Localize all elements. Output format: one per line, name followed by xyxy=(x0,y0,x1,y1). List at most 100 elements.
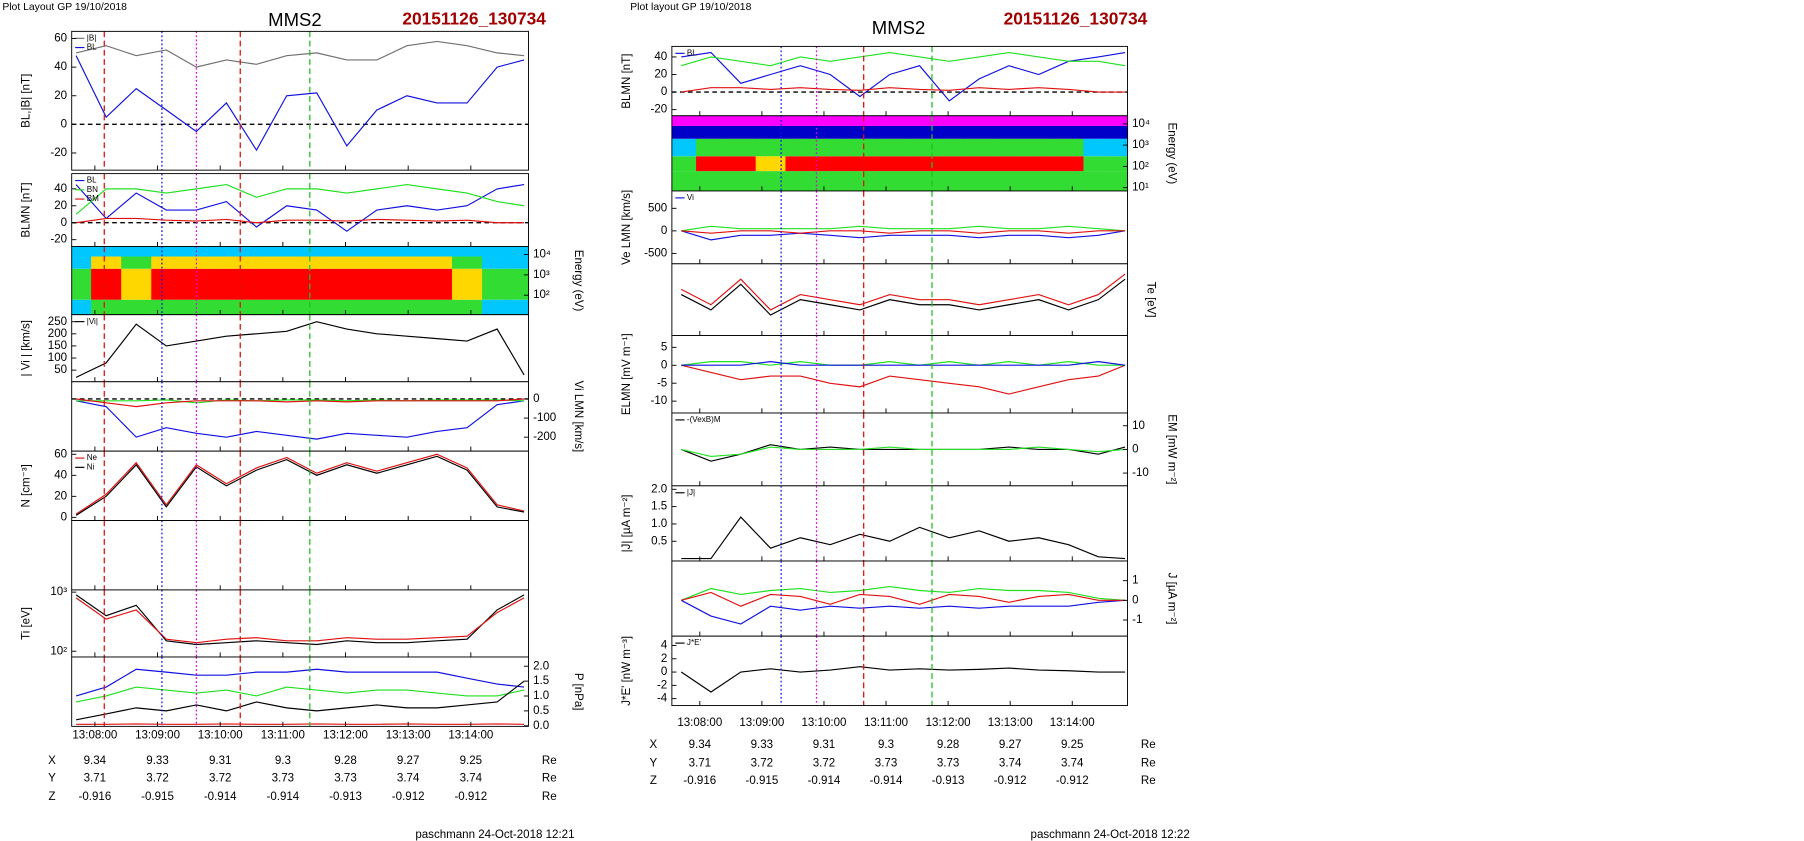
y-axis-label: Ve LMN [km/s] xyxy=(621,190,633,265)
ephemeris-value: 3.73 xyxy=(334,772,356,784)
spectrogram-cell xyxy=(241,256,273,269)
spectrogram-cell xyxy=(845,156,876,172)
ephemeris-label: Z xyxy=(49,791,56,803)
ephemeris-label: Y xyxy=(48,772,56,784)
spectrogram-cell xyxy=(91,268,122,286)
y-tick-label: -100 xyxy=(533,412,556,424)
spectrogram-cell xyxy=(1023,115,1055,126)
spectrogram-cell xyxy=(934,115,965,126)
spectrogram-cell xyxy=(121,285,152,300)
spectrogram-cell xyxy=(391,299,423,315)
spectrogram-cell xyxy=(755,138,787,157)
y-tick-label: 150 xyxy=(48,340,67,352)
data-line xyxy=(681,591,1126,607)
y-tick-label: -20 xyxy=(50,234,67,246)
panel-background xyxy=(671,263,1128,336)
spectrogram-cell xyxy=(331,299,363,315)
spectrogram-cell xyxy=(91,285,122,300)
spectrogram-cell xyxy=(452,268,483,286)
spectrogram-cell xyxy=(696,115,727,126)
spectrogram-cell xyxy=(904,125,936,139)
spectrogram-cell xyxy=(271,299,303,315)
y-tick-label: 10³ xyxy=(533,269,550,281)
y-tick-label: 1.5 xyxy=(533,675,549,687)
spectrogram-cell xyxy=(845,125,876,139)
data-line xyxy=(681,225,1126,232)
spectrogram-cell xyxy=(421,256,453,269)
spectrogram-cell xyxy=(1111,171,1129,191)
ephemeris-value: 9.27 xyxy=(999,739,1021,751)
spectrogram-cell xyxy=(151,256,182,269)
y-tick-label: 10² xyxy=(50,645,67,657)
y-tick-label: 60 xyxy=(54,33,67,45)
y-tick-label: -5 xyxy=(657,377,667,389)
ephemeris-unit: Re xyxy=(1141,775,1156,787)
data-line xyxy=(75,400,525,440)
ephemeris-value: 9.27 xyxy=(397,755,419,767)
ephemeris-value: -0.912 xyxy=(454,791,487,803)
y-tick-label: 40 xyxy=(654,51,667,63)
y-tick-label: -20 xyxy=(651,104,668,116)
ephemeris-value: 3.73 xyxy=(937,757,959,769)
ephemeris-value: -0.912 xyxy=(994,775,1027,787)
ephemeris-value: 9.25 xyxy=(1061,739,1083,751)
ephemeris-unit: Re xyxy=(1141,757,1156,769)
spectrogram-cell xyxy=(421,285,453,300)
spectrogram-cell xyxy=(1053,156,1085,172)
figure-title: MMS2 xyxy=(872,17,925,38)
spectrogram-cell xyxy=(121,268,152,286)
spectrogram-cell xyxy=(121,299,152,315)
ephemeris-value: 9.3 xyxy=(275,755,291,767)
x-tick-label: 13:12:00 xyxy=(323,730,368,742)
spectrogram-cell xyxy=(874,156,906,172)
panel-background xyxy=(671,485,1128,562)
spectrogram-cell xyxy=(874,138,906,157)
panel-background xyxy=(671,46,1128,116)
spectrogram-cell xyxy=(241,268,273,286)
data-line xyxy=(75,40,525,68)
y-tick-label: 10² xyxy=(1132,160,1149,172)
spectrogram-cell xyxy=(964,125,995,139)
y-tick-label: 1.5 xyxy=(651,501,667,513)
ephemeris-value: 9.3 xyxy=(878,739,894,751)
y-tick-label: 20 xyxy=(54,90,67,102)
y-axis-label: N [cm⁻³] xyxy=(21,464,33,507)
spectrogram-cell xyxy=(1111,115,1129,126)
ephemeris-value: -0.915 xyxy=(141,791,174,803)
data-line xyxy=(75,184,525,232)
spectrogram-cell xyxy=(271,246,303,257)
spectrogram-cell xyxy=(815,115,846,126)
spectrogram-cell xyxy=(271,256,303,269)
spectrogram-cell xyxy=(815,138,846,157)
y-tick-label: -2 xyxy=(657,679,667,691)
footer: paschmann 24-Oct-2018 12:22 xyxy=(1031,829,1190,841)
x-tick-label: 13:13:00 xyxy=(988,717,1033,729)
ephemeris-label: X xyxy=(650,739,658,751)
spectrogram-cell xyxy=(964,138,995,157)
spectrogram-cell xyxy=(1023,171,1055,191)
spectrogram-cell xyxy=(785,138,816,157)
spectrogram-cell xyxy=(482,285,512,300)
spectrogram-cell xyxy=(1053,115,1085,126)
y-tick-label: 2.0 xyxy=(533,660,549,672)
spectrogram-cell xyxy=(845,171,876,191)
spectrogram-cell xyxy=(964,171,995,191)
y-axis-label: J [µA m⁻²] xyxy=(1165,573,1177,625)
spectrogram-cell xyxy=(845,115,876,126)
spectrogram-cell xyxy=(181,256,213,269)
ephemeris-value: 3.72 xyxy=(813,757,835,769)
spectrogram-cell xyxy=(725,138,757,157)
y-tick-label: -10 xyxy=(1132,467,1149,479)
y-axis-label: Vi LMN [km/s] xyxy=(572,381,584,453)
data-line xyxy=(681,230,1126,234)
spectrogram-cell xyxy=(696,171,727,191)
ephemeris-value: -0.916 xyxy=(79,791,112,803)
ephemeris-value: -0.912 xyxy=(1056,775,1089,787)
y-axis-label: Energy (eV) xyxy=(572,250,584,312)
spectrogram-cell xyxy=(725,171,757,191)
ephemeris-value: -0.916 xyxy=(683,775,716,787)
legend-label: |Vi| xyxy=(87,317,98,326)
data-line xyxy=(680,599,1126,625)
